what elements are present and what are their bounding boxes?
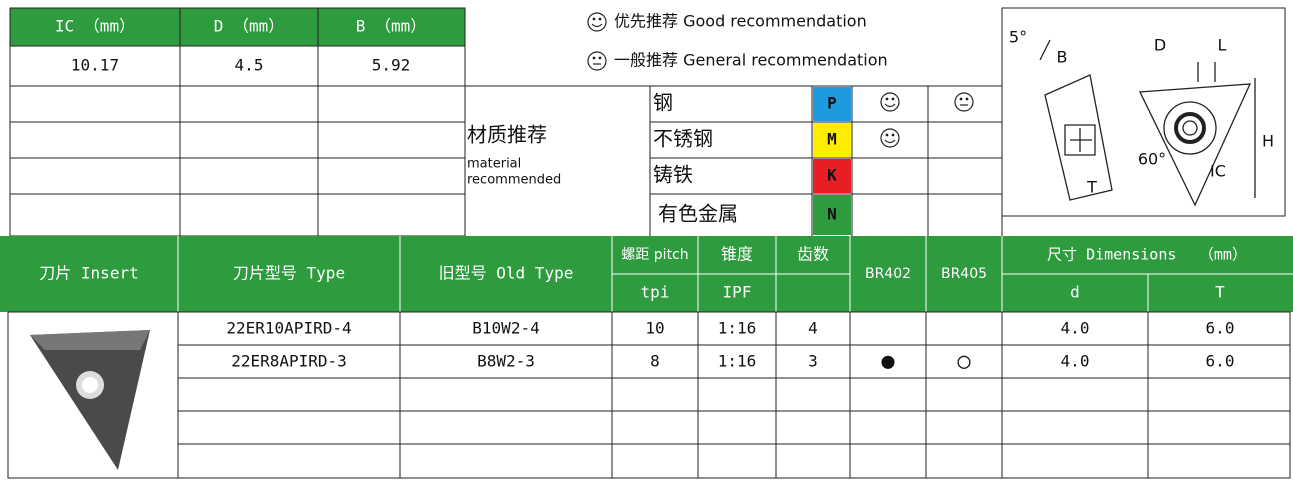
diagram-label: H xyxy=(1262,132,1274,151)
table-cell: ○ xyxy=(957,349,971,374)
header: BR402 xyxy=(865,266,911,282)
spec-header: D （mm） xyxy=(214,17,285,36)
diagram-label: IC xyxy=(1210,162,1226,181)
material-name: 有色金属 xyxy=(658,202,738,226)
table-cell: 1:16 xyxy=(718,319,757,338)
table-cell: 3 xyxy=(808,352,818,371)
material-code: K xyxy=(827,166,837,185)
table-cell: 4.0 xyxy=(1061,319,1090,338)
table-cell: 10 xyxy=(645,319,664,338)
diagram-label: L xyxy=(1218,36,1227,55)
header: 旧型号 Old Type xyxy=(439,264,574,283)
material-subtitle: recommended xyxy=(467,173,561,188)
table-cell: 22ER10APIRD-4 xyxy=(226,319,351,338)
material-name: 铸铁 xyxy=(653,163,693,187)
diagram-label: 60° xyxy=(1138,150,1166,169)
header: tpi xyxy=(641,283,670,302)
header: d xyxy=(1070,283,1080,302)
table-cell: 4 xyxy=(808,319,818,338)
table-cell: 6.0 xyxy=(1206,352,1235,371)
material-code: N xyxy=(827,205,837,224)
diagram-label: B xyxy=(1057,48,1068,67)
legend-good: 优先推荐 Good recommendation xyxy=(614,12,867,31)
diagram-label: T xyxy=(1086,178,1097,197)
spec-value: 10.17 xyxy=(71,56,119,75)
diagram-label: 5° xyxy=(1009,28,1027,47)
spec-value: 5.92 xyxy=(372,56,411,75)
header: 螺距 pitch xyxy=(621,247,688,263)
legend-general: 一般推荐 General recommendation xyxy=(614,51,888,70)
header: 齿数 xyxy=(797,245,829,264)
spec-header: B （mm） xyxy=(356,17,427,36)
spec-value: 4.5 xyxy=(235,56,264,75)
header: 锥度 xyxy=(721,245,753,264)
header: BR405 xyxy=(941,266,987,282)
table-cell: 8 xyxy=(650,352,660,371)
texts: IC （mm） D （mm） B （mm） 10.17 4.5 5.92 优先推… xyxy=(39,12,1274,302)
header: IPF xyxy=(723,283,752,302)
diagram-label: D xyxy=(1154,36,1166,55)
table-cell: B8W2-3 xyxy=(477,352,535,371)
table-cell: ● xyxy=(881,349,895,374)
material-name: 钢 xyxy=(653,91,673,115)
spec-header: IC （mm） xyxy=(55,17,135,36)
material-name: 不锈钢 xyxy=(653,127,713,151)
material-subtitle: material xyxy=(467,157,521,172)
table-cell: 22ER8APIRD-3 xyxy=(231,352,347,371)
header: 刀片型号 Type xyxy=(233,264,345,283)
table-cell: B10W2-4 xyxy=(472,319,539,338)
table-cell: 6.0 xyxy=(1206,319,1235,338)
header: T xyxy=(1215,283,1225,302)
material-code: P xyxy=(827,94,837,113)
layout xyxy=(0,7,1293,479)
table-cell: 1:16 xyxy=(718,352,757,371)
material-code: M xyxy=(827,130,837,149)
table-cell: 4.0 xyxy=(1061,352,1090,371)
header: 刀片 Insert xyxy=(39,264,138,283)
header: 尺寸 Dimensions （mm） xyxy=(1047,246,1247,264)
material-title: 材质推荐 xyxy=(467,123,547,147)
